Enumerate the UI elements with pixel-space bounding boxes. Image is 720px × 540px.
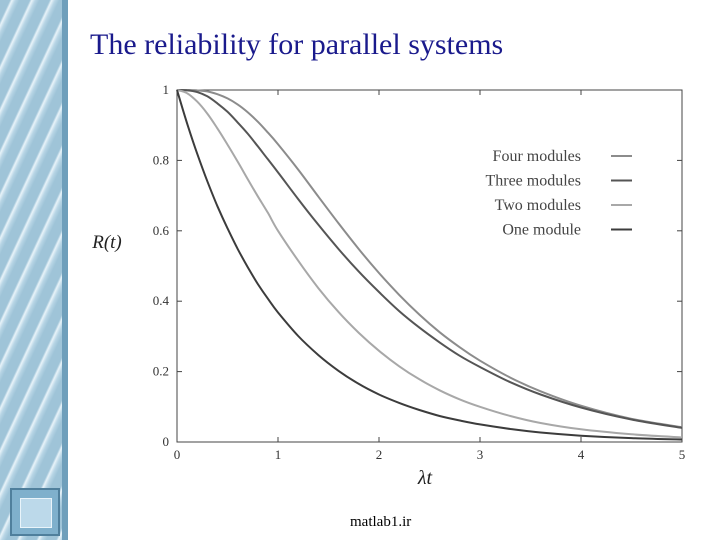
y-tick-label: 1 xyxy=(163,82,170,97)
x-tick-label: 2 xyxy=(376,447,383,462)
series-line-three-modules xyxy=(176,89,683,429)
series-line-one-module xyxy=(176,89,683,441)
y-tick-label: 0.6 xyxy=(153,223,170,238)
sidebar-decoration xyxy=(0,0,68,540)
x-tick-label: 4 xyxy=(578,447,585,462)
legend-label: Two modules xyxy=(495,197,581,214)
x-tick-label: 1 xyxy=(275,447,282,462)
legend-label: Three modules xyxy=(485,173,581,190)
legend-label: One module xyxy=(502,222,581,239)
footer-source: matlab1.ir xyxy=(350,514,412,530)
legend-label: Four modules xyxy=(493,148,581,165)
y-tick-label: 0.8 xyxy=(153,152,169,167)
plot-area-frame xyxy=(176,89,683,443)
series-line-two-modules xyxy=(176,89,683,439)
y-tick-label: 0 xyxy=(163,434,170,449)
x-tick-label: 3 xyxy=(477,447,484,462)
corner-square-inner xyxy=(20,498,52,528)
sidebar-shade xyxy=(62,0,68,540)
slide-title: The reliability for parallel systems xyxy=(90,28,504,61)
y-tick-label: 0.2 xyxy=(153,364,169,379)
y-tick-label: 0.4 xyxy=(153,293,170,308)
corner-square-decoration xyxy=(10,488,60,536)
x-axis-label: λt xyxy=(417,467,433,489)
x-tick-label: 0 xyxy=(174,447,181,462)
y-axis-label: R(t) xyxy=(91,232,122,253)
x-tick-label: 5 xyxy=(679,447,686,462)
reliability-chart: Four modules Three modules Two modules One … xyxy=(91,82,686,489)
series-line-four-modules xyxy=(176,88,683,429)
